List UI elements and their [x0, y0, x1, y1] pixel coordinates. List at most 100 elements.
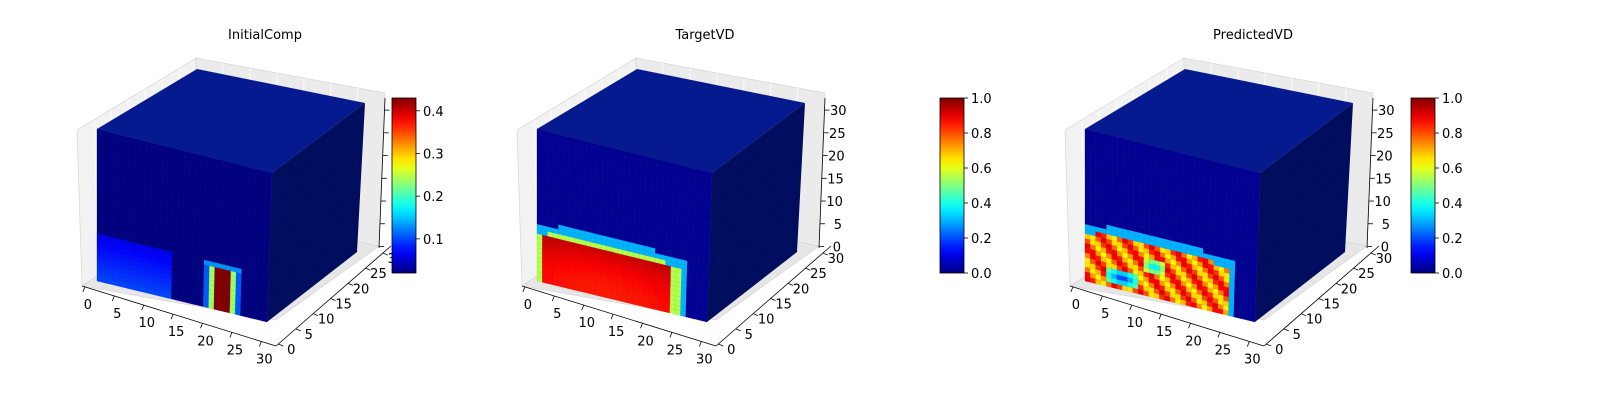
- x-tick-mark: [522, 286, 526, 293]
- voxel-edge: [283, 159, 290, 309]
- z-tick-label: 15: [827, 172, 844, 187]
- y-tick-label: 20: [793, 282, 810, 297]
- y-tick-label: 5: [745, 328, 753, 343]
- voxel-edge: [788, 109, 797, 259]
- colorbar-tick-label: 0.2: [1442, 232, 1463, 247]
- voxel-edge: [782, 113, 791, 263]
- y-tick-label: 20: [353, 282, 370, 297]
- x-tick-label: 5: [113, 307, 121, 322]
- side-face: [707, 103, 805, 322]
- colorbar-tick-label: 0.4: [1442, 197, 1463, 212]
- x-tick-label: 5: [1101, 307, 1109, 322]
- x-tick-label: 15: [1156, 325, 1173, 340]
- voxel-edge: [746, 142, 753, 292]
- colorbar-tick-label: 0.4: [423, 105, 444, 120]
- voxel-edge: [729, 155, 736, 305]
- y-tick-label: 0: [727, 343, 735, 358]
- y-tick-label: 5: [305, 328, 313, 343]
- voxel-edge: [757, 133, 765, 283]
- z-tick-label: 25: [829, 127, 846, 142]
- voxel-edge: [794, 105, 803, 255]
- y-tick-mark: [1283, 328, 1289, 332]
- y-tick-mark: [735, 328, 741, 332]
- voxel-edge: [317, 133, 325, 283]
- y-tick-label: 15: [1323, 298, 1340, 313]
- z-tick-label: 0: [1381, 241, 1389, 256]
- voxel-edge: [303, 144, 310, 294]
- x-tick-mark: [1158, 314, 1162, 320]
- colorbar-tick-label: 0.4: [971, 197, 992, 212]
- voxel-edge: [348, 109, 357, 259]
- colorbar: [939, 97, 965, 274]
- z-tick-label: 5: [1382, 218, 1390, 233]
- colorbar-tick-label: 1.0: [1442, 92, 1463, 107]
- voxel-edge: [289, 155, 296, 305]
- voxel-edge: [726, 157, 733, 307]
- voxel-edge: [763, 129, 771, 279]
- x-tick-mark: [170, 314, 174, 320]
- colorbar-tick-label: 0.1: [423, 233, 444, 248]
- voxel: [266, 171, 273, 178]
- voxel-edge: [297, 148, 305, 298]
- x-tick-mark: [581, 304, 585, 311]
- x-tick-label: 10: [1126, 316, 1143, 331]
- voxel-edge: [760, 131, 768, 281]
- voxel-edge: [339, 116, 348, 266]
- voxel-edge: [785, 111, 794, 261]
- voxel-edge: [740, 146, 748, 296]
- colorbar: [1410, 97, 1436, 274]
- panel-predictedvd: 051015202530051015202530051015202530Pred…: [1064, 28, 1463, 367]
- x-tick-mark: [1129, 304, 1133, 311]
- voxel-edge: [774, 120, 782, 270]
- voxel-edge: [323, 129, 331, 279]
- panel-initialcomp: 051015202530051015202530InitialComp0.10.…: [76, 28, 444, 367]
- voxel-edge: [715, 166, 721, 316]
- top-face: [537, 69, 805, 173]
- colorbar-tick-label: 0.2: [423, 190, 444, 205]
- colorbar-tick-label: 0.6: [1442, 162, 1463, 177]
- y-tick-label: 25: [1358, 267, 1375, 282]
- x-tick-mark: [610, 314, 614, 320]
- x-tick-mark: [141, 304, 145, 311]
- voxel-edge: [314, 135, 322, 285]
- z-tick-label: 20: [1376, 150, 1393, 165]
- voxel-edge: [328, 124, 337, 274]
- y-tick-mark: [1266, 343, 1272, 347]
- x-tick-label: 5: [553, 307, 561, 322]
- x-tick-label: 10: [578, 316, 595, 331]
- voxel-edge: [743, 144, 750, 294]
- y-axis-line: [275, 245, 392, 347]
- colorbar: [391, 97, 417, 274]
- chart-title: InitialComp: [228, 28, 302, 43]
- voxel-edge: [334, 120, 342, 270]
- voxel-edge: [723, 159, 730, 309]
- x-tick-mark: [1188, 323, 1191, 329]
- x-tick-mark: [1099, 295, 1103, 302]
- voxel-edge: [331, 122, 340, 272]
- voxel-edge: [737, 148, 745, 298]
- voxel-edge: [311, 137, 319, 288]
- y-tick-label: 0: [1275, 343, 1283, 358]
- z-tick-label: 15: [1375, 172, 1392, 187]
- y-tick-mark: [382, 252, 389, 256]
- voxel-edge: [345, 111, 354, 261]
- voxel-edge: [771, 122, 780, 272]
- voxel-edge: [337, 118, 345, 268]
- x-tick-label: 20: [1185, 334, 1202, 349]
- y-tick-label: 10: [758, 313, 775, 328]
- voxel-edge: [269, 170, 276, 320]
- voxel-edge: [278, 164, 284, 314]
- z-tick-label: 10: [826, 195, 843, 210]
- x-tick-label: 30: [696, 352, 713, 367]
- y-tick-label: 25: [370, 267, 387, 282]
- x-tick-mark: [1217, 332, 1221, 338]
- x-tick-label: 10: [138, 316, 155, 331]
- z-tick-label: 0: [833, 241, 841, 256]
- voxel-edge: [749, 140, 756, 290]
- x-tick-label: 0: [1072, 298, 1080, 313]
- panel-targetvd: 051015202530051015202530051015202530Targ…: [516, 28, 992, 367]
- voxel-edge: [734, 151, 742, 301]
- y-tick-mark: [718, 343, 724, 347]
- x-tick-mark: [640, 323, 643, 329]
- x-tick-label: 25: [227, 343, 244, 358]
